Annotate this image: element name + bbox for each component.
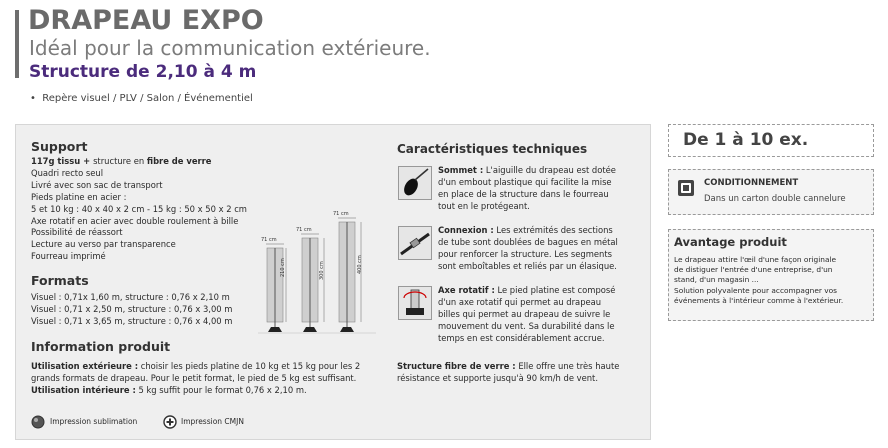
support-line: Lecture au verso par transparence <box>31 239 176 250</box>
flag-large-height: 400 cm <box>357 255 363 274</box>
title-accent-bar <box>15 10 19 78</box>
fibre-text: Structure fibre de verre : Elle offre un… <box>397 361 620 383</box>
avantage-text: Le drapeau attire l'œil d'une façon orig… <box>674 255 844 305</box>
usage-bullet: • Repère visuel / PLV / Salon / Événemen… <box>30 92 253 106</box>
flag-large <box>338 217 362 332</box>
avantage-title: Avantage produit <box>674 235 787 249</box>
formats-list: Visuel : 0,71x 1,60 m, structure : 0,76 … <box>31 292 232 328</box>
support-line-material: 117g tissu + structure en fibre de verre <box>31 156 212 166</box>
formats-heading: Formats <box>31 273 89 288</box>
format-line: Visuel : 0,71 x 3,65 m, structure : 0,76… <box>31 315 233 326</box>
product-details-panel <box>15 124 651 440</box>
conditionnement-box: CONDITIONNEMENT Dans un carton double ca… <box>668 169 874 215</box>
bullet-dot-icon: • <box>30 93 36 104</box>
support-line: Quadri recto seul <box>31 167 104 178</box>
caracteristiques-heading: Caractéristiques techniques <box>397 142 588 156</box>
flag-small-height: 210 cm <box>280 258 286 277</box>
conditionnement-text: Dans un carton double cannelure <box>704 194 846 204</box>
format-line: Visuel : 0,71 x 2,50 m, structure : 0,76… <box>31 303 233 314</box>
format-line: Visuel : 0,71x 1,60 m, structure : 0,76 … <box>31 292 230 302</box>
support-line: Livré avec son sac de transport <box>31 179 163 190</box>
usage-text: Repère visuel / PLV / Salon / Événementi… <box>42 93 253 104</box>
structure-range: Structure de 2,10 à 4 m <box>29 62 257 82</box>
sommet-icon <box>398 166 432 200</box>
connexion-text: Connexion : Les extrémités des sections … <box>438 225 618 271</box>
flag-medium-height: 300 cm <box>319 261 325 280</box>
sommet-text: Sommet : L'aiguille du drapeau est dotée… <box>438 165 616 211</box>
axe-rotatif-icon <box>398 286 432 320</box>
flag-large-width: 71 cm <box>333 211 349 217</box>
info-ext-line: Utilisation extérieure : choisir les pie… <box>31 361 361 371</box>
flag-small-width: 71 cm <box>261 237 277 243</box>
support-heading: Support <box>31 139 88 154</box>
support-line: Axe rotatif en acier avec double rouleme… <box>31 215 239 226</box>
flag-medium-width: 71 cm <box>296 227 312 233</box>
info-int-line: Utilisation intérieure : 5 kg suffit pou… <box>31 384 307 395</box>
info-heading: Information produit <box>31 339 171 354</box>
flag-sizes-illustration <box>258 217 376 334</box>
quantity-box: De 1 à 10 ex. <box>668 124 874 157</box>
info-text: Utilisation extérieure : choisir les pie… <box>31 361 360 397</box>
conditionnement-title: CONDITIONNEMENT <box>704 178 799 188</box>
legend-cmjn: Impression CMJN <box>181 417 244 426</box>
avantage-box: Avantage produit Le drapeau attire l'œil… <box>668 229 874 321</box>
support-line: 5 et 10 kg : 40 x 40 x 2 cm - 15 kg : 50… <box>31 203 247 214</box>
package-icon <box>677 179 695 197</box>
page-subtitle: Idéal pour la communication extérieure. <box>29 36 431 60</box>
cmjn-icon <box>163 414 177 429</box>
flag-small <box>266 243 287 332</box>
flag-medium <box>301 233 325 332</box>
support-line: Fourreau imprimé <box>31 251 106 262</box>
sublimation-icon <box>31 414 45 429</box>
connexion-icon <box>398 226 432 260</box>
page-title: DRAPEAU EXPO <box>28 5 264 36</box>
support-line: Possibilité de réassort <box>31 227 123 238</box>
legend-sublimation: Impression sublimation <box>50 417 138 426</box>
info-ext-line2: grands formats de drapeau. Pour le petit… <box>31 372 357 383</box>
support-line: Pieds platine en acier : <box>31 191 127 202</box>
quantity-text: De 1 à 10 ex. <box>683 130 809 150</box>
axe-rotatif-text: Axe rotatif : Le pied platine est compos… <box>438 285 616 343</box>
support-list: 117g tissu + structure en fibre de verre… <box>31 156 247 263</box>
